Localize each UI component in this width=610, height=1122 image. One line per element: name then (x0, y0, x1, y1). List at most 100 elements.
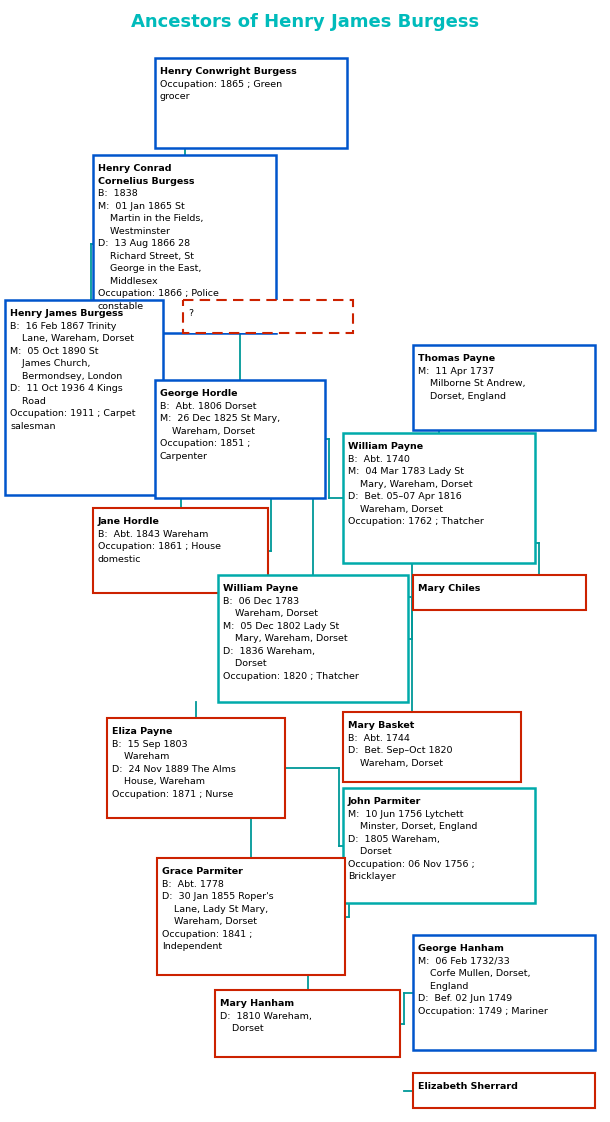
Bar (93, 508, 268, 594)
Text: Henry Conrad: Henry Conrad (98, 164, 171, 173)
Text: Road: Road (10, 397, 46, 406)
Text: Eliza Payne: Eliza Payne (112, 727, 173, 736)
Text: House, Wareham: House, Wareham (112, 778, 205, 787)
Text: M:  06 Feb 1732/33: M: 06 Feb 1732/33 (418, 957, 510, 966)
Text: B:  16 Feb 1867 Trinity: B: 16 Feb 1867 Trinity (10, 322, 117, 331)
Text: grocer: grocer (160, 92, 190, 101)
Text: D:  Bet. Sep–Oct 1820: D: Bet. Sep–Oct 1820 (348, 746, 453, 755)
Text: Lane, Wareham, Dorset: Lane, Wareham, Dorset (10, 334, 134, 343)
Text: Occupation: 1762 ; Thatcher: Occupation: 1762 ; Thatcher (348, 517, 484, 526)
Text: Mary Basket: Mary Basket (348, 721, 414, 730)
Text: Ancestors of Henry James Burgess: Ancestors of Henry James Burgess (131, 13, 479, 31)
Text: D:  11 Oct 1936 4 Kings: D: 11 Oct 1936 4 Kings (10, 384, 123, 393)
Text: John Parmiter: John Parmiter (348, 798, 422, 807)
Text: B:  1838: B: 1838 (98, 190, 138, 199)
Text: M:  26 Dec 1825 St Mary,: M: 26 Dec 1825 St Mary, (160, 414, 280, 423)
Text: Occupation: 1820 ; Thatcher: Occupation: 1820 ; Thatcher (223, 672, 359, 681)
Bar (93, 155, 276, 333)
Text: Mary, Wareham, Dorset: Mary, Wareham, Dorset (223, 634, 348, 643)
Text: Minster, Dorset, England: Minster, Dorset, England (348, 822, 478, 831)
Text: Lane, Lady St Mary,: Lane, Lady St Mary, (162, 904, 268, 913)
Text: B:  06 Dec 1783: B: 06 Dec 1783 (223, 597, 299, 606)
Text: domestic: domestic (98, 554, 142, 563)
Text: Occupation: 1865 ; Green: Occupation: 1865 ; Green (160, 80, 282, 89)
Text: Bricklayer: Bricklayer (348, 872, 396, 881)
Bar (218, 574, 408, 702)
Text: B:  Abt. 1740: B: Abt. 1740 (348, 454, 410, 463)
Text: Martin in the Fields,: Martin in the Fields, (98, 214, 203, 223)
Text: Dorset, England: Dorset, England (418, 392, 506, 401)
Text: Henry Conwright Burgess: Henry Conwright Burgess (160, 67, 296, 76)
Text: Grace Parmiter: Grace Parmiter (162, 867, 243, 876)
Text: George in the East,: George in the East, (98, 265, 201, 274)
Text: Carpenter: Carpenter (160, 452, 208, 461)
Text: D:  1810 Wareham,: D: 1810 Wareham, (220, 1012, 312, 1021)
Text: Dorset: Dorset (220, 1024, 264, 1033)
Text: Mary, Wareham, Dorset: Mary, Wareham, Dorset (348, 480, 473, 489)
Text: D:  Bef. 02 Jun 1749: D: Bef. 02 Jun 1749 (418, 994, 512, 1003)
Text: Occupation: 1851 ;: Occupation: 1851 ; (160, 439, 250, 449)
Text: Occupation: 1841 ;: Occupation: 1841 ; (162, 930, 253, 939)
Text: Occupation: 06 Nov 1756 ;: Occupation: 06 Nov 1756 ; (348, 859, 475, 868)
Bar (5, 300, 163, 495)
Text: D:  30 Jan 1855 Roper's: D: 30 Jan 1855 Roper's (162, 892, 274, 901)
Text: salesman: salesman (10, 422, 56, 431)
Text: Richard Street, St: Richard Street, St (98, 251, 194, 260)
Text: Westminster: Westminster (98, 227, 170, 236)
Text: Jane Hordle: Jane Hordle (98, 517, 160, 526)
Text: Dorset: Dorset (348, 847, 392, 856)
Text: James Church,: James Church, (10, 359, 90, 368)
Text: Occupation: 1861 ; House: Occupation: 1861 ; House (98, 542, 221, 551)
Text: M:  05 Oct 1890 St: M: 05 Oct 1890 St (10, 347, 98, 356)
Text: Wareham, Dorset: Wareham, Dorset (348, 758, 443, 767)
Bar (157, 858, 345, 975)
Text: Corfe Mullen, Dorset,: Corfe Mullen, Dorset, (418, 969, 531, 978)
Text: D:  1836 Wareham,: D: 1836 Wareham, (223, 646, 315, 655)
Text: Occupation: 1871 ; Nurse: Occupation: 1871 ; Nurse (112, 790, 233, 799)
Text: M:  10 Jun 1756 Lytchett: M: 10 Jun 1756 Lytchett (348, 810, 464, 819)
Text: Wareham, Dorset: Wareham, Dorset (162, 918, 257, 927)
Bar (155, 380, 325, 498)
Text: Thomas Payne: Thomas Payne (418, 355, 495, 364)
Bar (215, 990, 400, 1057)
Bar (107, 718, 285, 818)
Text: ?: ? (188, 310, 193, 319)
Text: Mary Hanham: Mary Hanham (220, 1000, 294, 1009)
Text: M:  05 Dec 1802 Lady St: M: 05 Dec 1802 Lady St (223, 622, 339, 631)
Text: D:  1805 Wareham,: D: 1805 Wareham, (348, 835, 440, 844)
Text: William Payne: William Payne (223, 585, 298, 594)
Text: Dorset: Dorset (223, 660, 267, 669)
Text: William Payne: William Payne (348, 442, 423, 451)
Text: Mary Chiles: Mary Chiles (418, 585, 481, 594)
Text: B:  Abt. 1806 Dorset: B: Abt. 1806 Dorset (160, 402, 256, 411)
Text: Bermondsey, London: Bermondsey, London (10, 371, 122, 380)
Text: George Hanham: George Hanham (418, 945, 504, 954)
Text: M:  11 Apr 1737: M: 11 Apr 1737 (418, 367, 494, 376)
Text: Occupation: 1911 ; Carpet: Occupation: 1911 ; Carpet (10, 410, 135, 419)
Text: B:  15 Sep 1803: B: 15 Sep 1803 (112, 739, 188, 748)
Text: Occupation: 1866 ; Police: Occupation: 1866 ; Police (98, 289, 219, 298)
Text: B:  Abt. 1744: B: Abt. 1744 (348, 734, 410, 743)
Text: Cornelius Burgess: Cornelius Burgess (98, 177, 195, 186)
Text: Occupation: 1749 ; Mariner: Occupation: 1749 ; Mariner (418, 1006, 548, 1015)
Text: George Hordle: George Hordle (160, 389, 237, 398)
Text: Wareham, Dorset: Wareham, Dorset (160, 426, 255, 435)
Text: Wareham: Wareham (112, 752, 170, 761)
Text: Milborne St Andrew,: Milborne St Andrew, (418, 379, 525, 388)
Bar (155, 58, 347, 148)
Text: Henry James Burgess: Henry James Burgess (10, 310, 123, 319)
Text: Middlesex: Middlesex (98, 277, 157, 286)
Text: M:  01 Jan 1865 St: M: 01 Jan 1865 St (98, 202, 185, 211)
Text: England: England (418, 982, 468, 991)
Text: D:  Bet. 05–07 Apr 1816: D: Bet. 05–07 Apr 1816 (348, 493, 462, 502)
Bar (343, 712, 521, 782)
Bar (413, 1073, 595, 1109)
Text: Wareham, Dorset: Wareham, Dorset (348, 505, 443, 514)
Bar (413, 574, 586, 610)
Text: constable: constable (98, 302, 144, 311)
Text: Independent: Independent (162, 942, 222, 951)
Bar (413, 344, 595, 430)
Text: M:  04 Mar 1783 Lady St: M: 04 Mar 1783 Lady St (348, 467, 464, 476)
Bar (413, 935, 595, 1050)
Text: B:  Abt. 1778: B: Abt. 1778 (162, 880, 224, 889)
